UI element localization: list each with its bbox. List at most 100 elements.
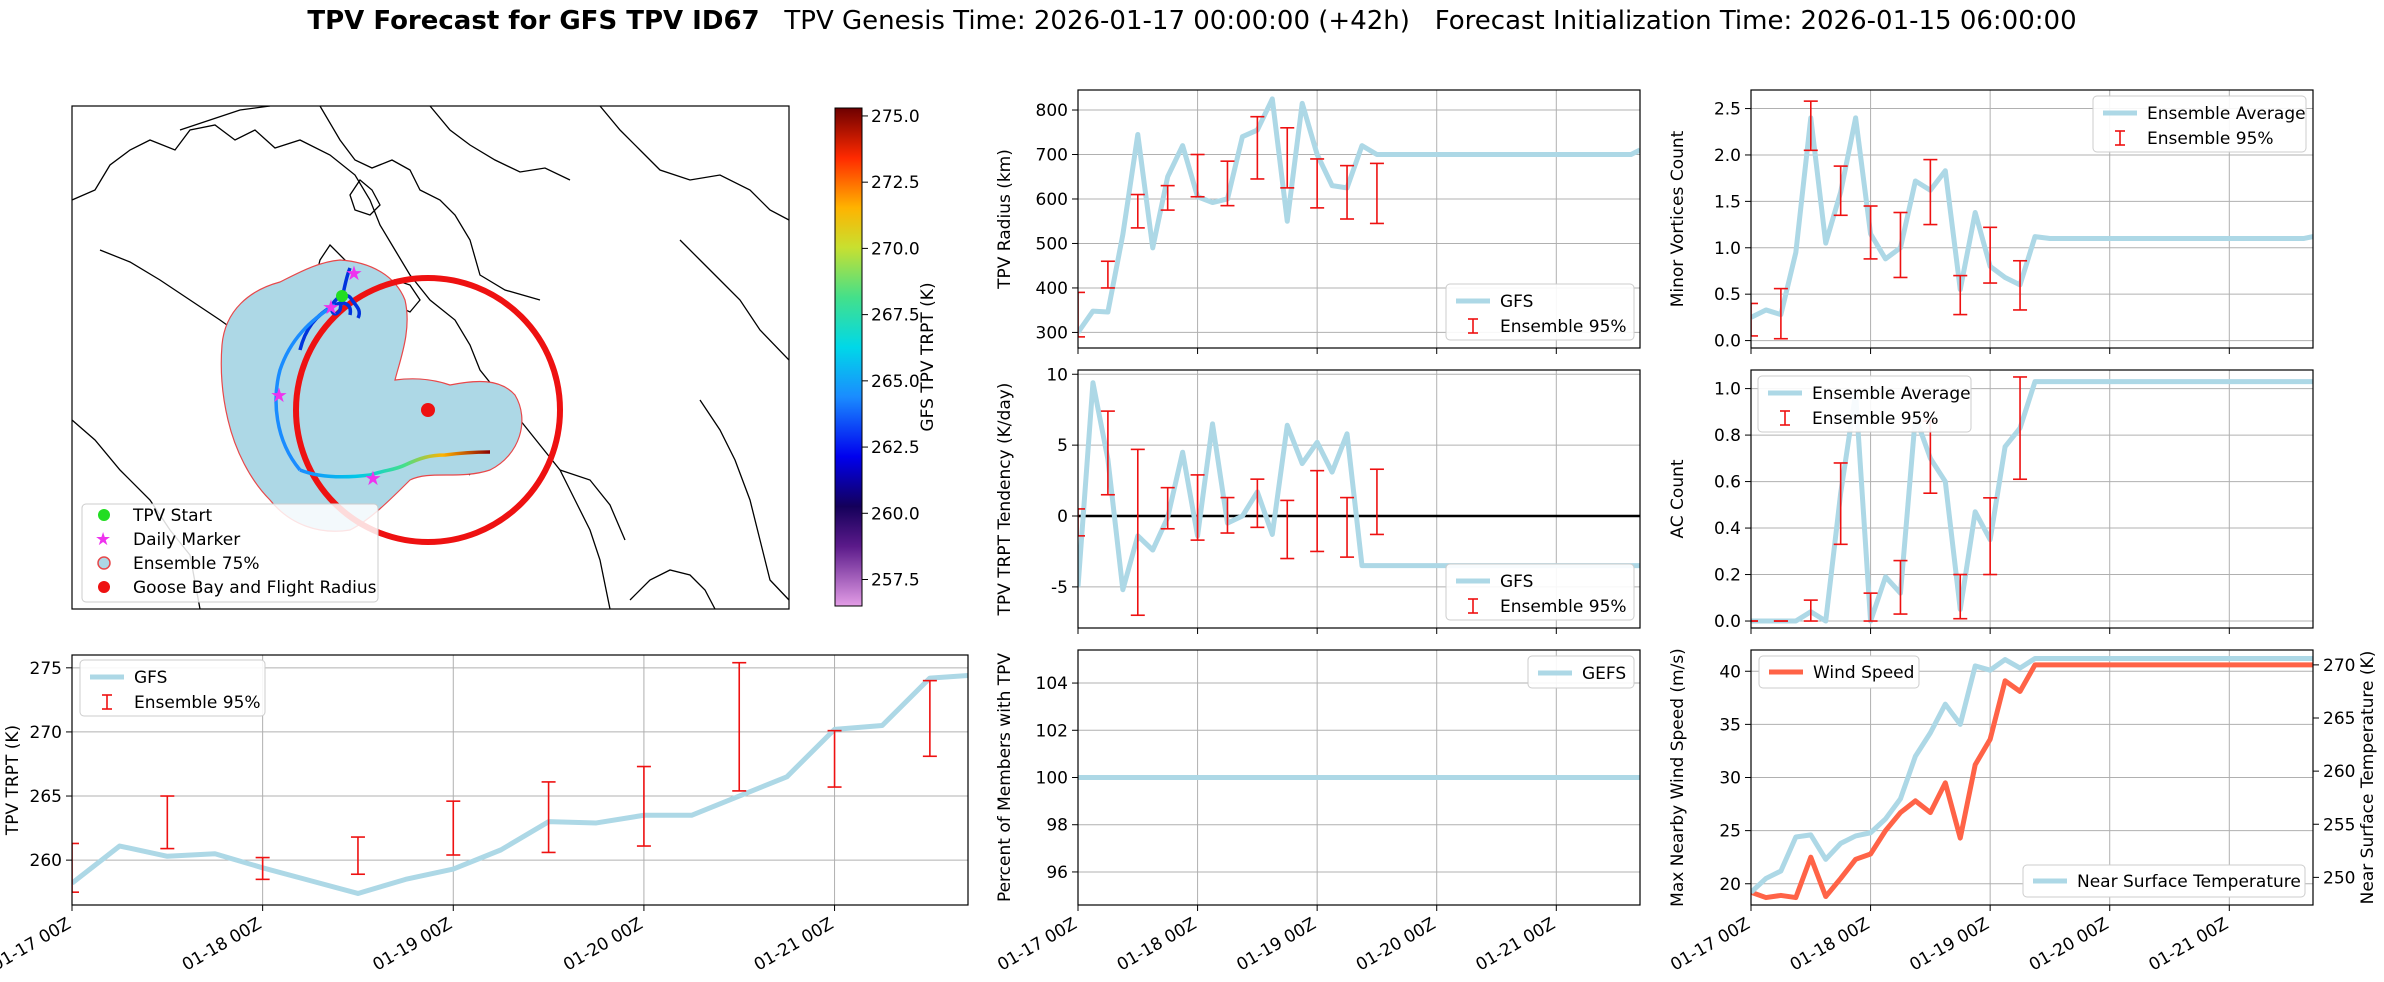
y-tick-label: 800 — [1036, 101, 1068, 121]
y-tick-label: 98 — [1046, 816, 1068, 836]
legend-label: Ensemble 95% — [1500, 597, 1627, 617]
x-tick-label: 01-17 00Z — [1667, 914, 1753, 975]
legend-start-icon — [98, 509, 110, 521]
y-tick-label-right: 260 — [2323, 762, 2355, 782]
y-tick-label-right: 270 — [2323, 656, 2355, 676]
y-tick-label: 40 — [1719, 662, 1741, 682]
colorbar-tick-label: 275.0 — [871, 107, 920, 127]
x-tick-label: 01-18 00Z — [1114, 914, 1200, 975]
plot-frame — [1077, 369, 1641, 629]
series-line-gfs — [72, 673, 968, 896]
legend-box — [2022, 864, 2306, 898]
x-tick-label: 01-21 00Z — [751, 914, 837, 975]
y-tick-label: 265 — [30, 787, 62, 807]
x-tick-label: 01-17 00Z — [0, 914, 75, 975]
x-tick-label: 01-20 00Z — [560, 914, 646, 975]
legend-ensemble-label: Ensemble 75% — [133, 554, 260, 574]
legend-goose-label: Goose Bay and Flight Radius — [133, 578, 377, 598]
y-tick-label: 275 — [30, 659, 62, 679]
legend-label: GFS — [134, 668, 167, 688]
legend-minor: Ensemble Average Ensemble 95% — [2092, 95, 2307, 153]
goose-bay-marker — [421, 403, 435, 417]
chart-wind_temp: 20 25 30 35 40 01-17 00Z 01-18 00Z 01-19 00Z 01-… — [1667, 648, 2378, 975]
legend-label: Ensemble 95% — [2147, 129, 2274, 149]
chart-radius: 300 400 500 600 700 800 TPV Radius (km) GFS Ense… — [995, 89, 1641, 354]
legend-label: Ensemble 95% — [1812, 409, 1939, 429]
y-tick-label: 2.0 — [1714, 146, 1741, 166]
legend-members: GEFS — [1527, 655, 1635, 689]
y-tick-label: 1.0 — [1714, 239, 1741, 259]
colorbar: 275.0 272.5 270.0 267.5 265.0 262.5 260.0 257.5… — [834, 107, 938, 607]
plot-marks — [72, 661, 968, 896]
map-legend: TPV Start ★ Daily Marker Ensemble 75% Go… — [81, 503, 379, 603]
x-tick-label: 01-20 00Z — [1353, 914, 1439, 975]
legend-trpt_tendency: GFS Ensemble 95% — [1445, 563, 1635, 621]
plot-frame — [1750, 369, 2314, 629]
daily-marker-2: ★ — [322, 295, 340, 319]
tpv-track-east — [299, 450, 491, 479]
chart-trpt_tendency: -5 0 5 10 TPV TRPT Tendency (K/day) GFS Ensemb… — [995, 365, 1641, 634]
y-tick-label: 700 — [1036, 146, 1068, 166]
y-tick-label: 0 — [1057, 507, 1068, 527]
daily-marker-1: ★ — [270, 383, 288, 407]
colorbar-tick-label: 262.5 — [871, 438, 920, 458]
legend-daily-label: Daily Marker — [133, 530, 240, 550]
figure-title: TPV Forecast for GFS TPV ID67 TPV Genesi… — [0, 6, 2384, 36]
y-axis-label: TPV TRPT Tendency (K/day) — [995, 383, 1015, 617]
y-axis-label: Max Nearby Wind Speed (m/s) — [1668, 648, 1688, 907]
legend-label: Ensemble Average — [2147, 104, 2306, 124]
y-tick-label: 1.0 — [1714, 380, 1741, 400]
plot-marks — [1751, 376, 2313, 624]
chart-panels: 260 265 270 275 01-17 00Z 01-18 00Z 01-19 00Z 0… — [0, 89, 2378, 975]
title-genesis: TPV Genesis Time: 2026-01-17 00:00:00 (+… — [784, 6, 1410, 36]
map-content: ★ ★ ★ ★ — [72, 106, 789, 609]
y-tick-label: 102 — [1036, 721, 1068, 741]
chart-minor: 0.0 0.5 1.0 1.5 2.0 2.5 Minor Vortices Count En… — [1668, 89, 2314, 354]
y-tick-label: 0.0 — [1714, 612, 1741, 632]
tpv-track-west — [274, 303, 336, 472]
y-axis-label-right: Near Surface Temperature (K) — [2358, 651, 2378, 905]
legend-label: GFS — [1500, 292, 1533, 312]
legend-box — [1445, 563, 1635, 621]
colorbar-tick-label: 260.0 — [871, 504, 920, 524]
title-bold: TPV Forecast for GFS TPV ID67 — [307, 6, 760, 36]
legend-ensemble-icon — [97, 556, 111, 570]
y-tick-label: 5 — [1057, 436, 1068, 456]
y-axis-label: Percent of Members with TPV — [995, 653, 1015, 902]
legend-temp: Near Surface Temperature — [2022, 864, 2306, 898]
colorbar-tick-label: 272.5 — [871, 173, 920, 193]
legend-radius: GFS Ensemble 95% — [1445, 283, 1635, 341]
y-tick-label: 0.8 — [1714, 426, 1741, 446]
daily-marker-4: ★ — [364, 466, 382, 490]
x-tick-label: 01-21 00Z — [2146, 914, 2232, 975]
colorbar-label: GFS TPV TRPT (K) — [918, 282, 938, 431]
plot-marks — [1078, 96, 1640, 338]
colorbar-tick-label: 267.5 — [871, 306, 920, 326]
legend-start-label: TPV Start — [132, 506, 213, 526]
y-tick-label: 400 — [1036, 279, 1068, 299]
y-tick-label: 0.6 — [1714, 473, 1741, 493]
y-tick-label: 0.2 — [1714, 566, 1741, 586]
legend-goose-icon — [98, 581, 110, 593]
flight-radius-circle — [293, 275, 563, 545]
colorbar-tick-label: 270.0 — [871, 239, 920, 259]
legend-box — [1757, 375, 1972, 433]
y-axis-label: Minor Vortices Count — [1668, 130, 1688, 307]
plot-frame — [1077, 89, 1641, 349]
legend-box — [2092, 95, 2307, 153]
x-tick-label: 01-19 00Z — [1233, 914, 1319, 975]
y-tick-label: 20 — [1719, 875, 1741, 895]
y-tick-label: 2.5 — [1714, 100, 1741, 120]
title-init: Forecast Initialization Time: 2026-01-15… — [1434, 6, 2077, 36]
x-tick-label: 01-20 00Z — [2026, 914, 2112, 975]
y-tick-label: 1.5 — [1714, 192, 1741, 212]
daily-marker-3: ★ — [345, 261, 363, 285]
y-tick-label-right: 265 — [2323, 709, 2355, 729]
y-tick-label: 300 — [1036, 323, 1068, 343]
legend-label: Ensemble Average — [1812, 384, 1971, 404]
x-tick-label: 01-18 00Z — [1787, 914, 1873, 975]
y-tick-label: 600 — [1036, 190, 1068, 210]
y-tick-label: 104 — [1036, 674, 1068, 694]
legend-label: Ensemble 95% — [1500, 317, 1627, 337]
tpv-start-marker — [336, 290, 348, 302]
